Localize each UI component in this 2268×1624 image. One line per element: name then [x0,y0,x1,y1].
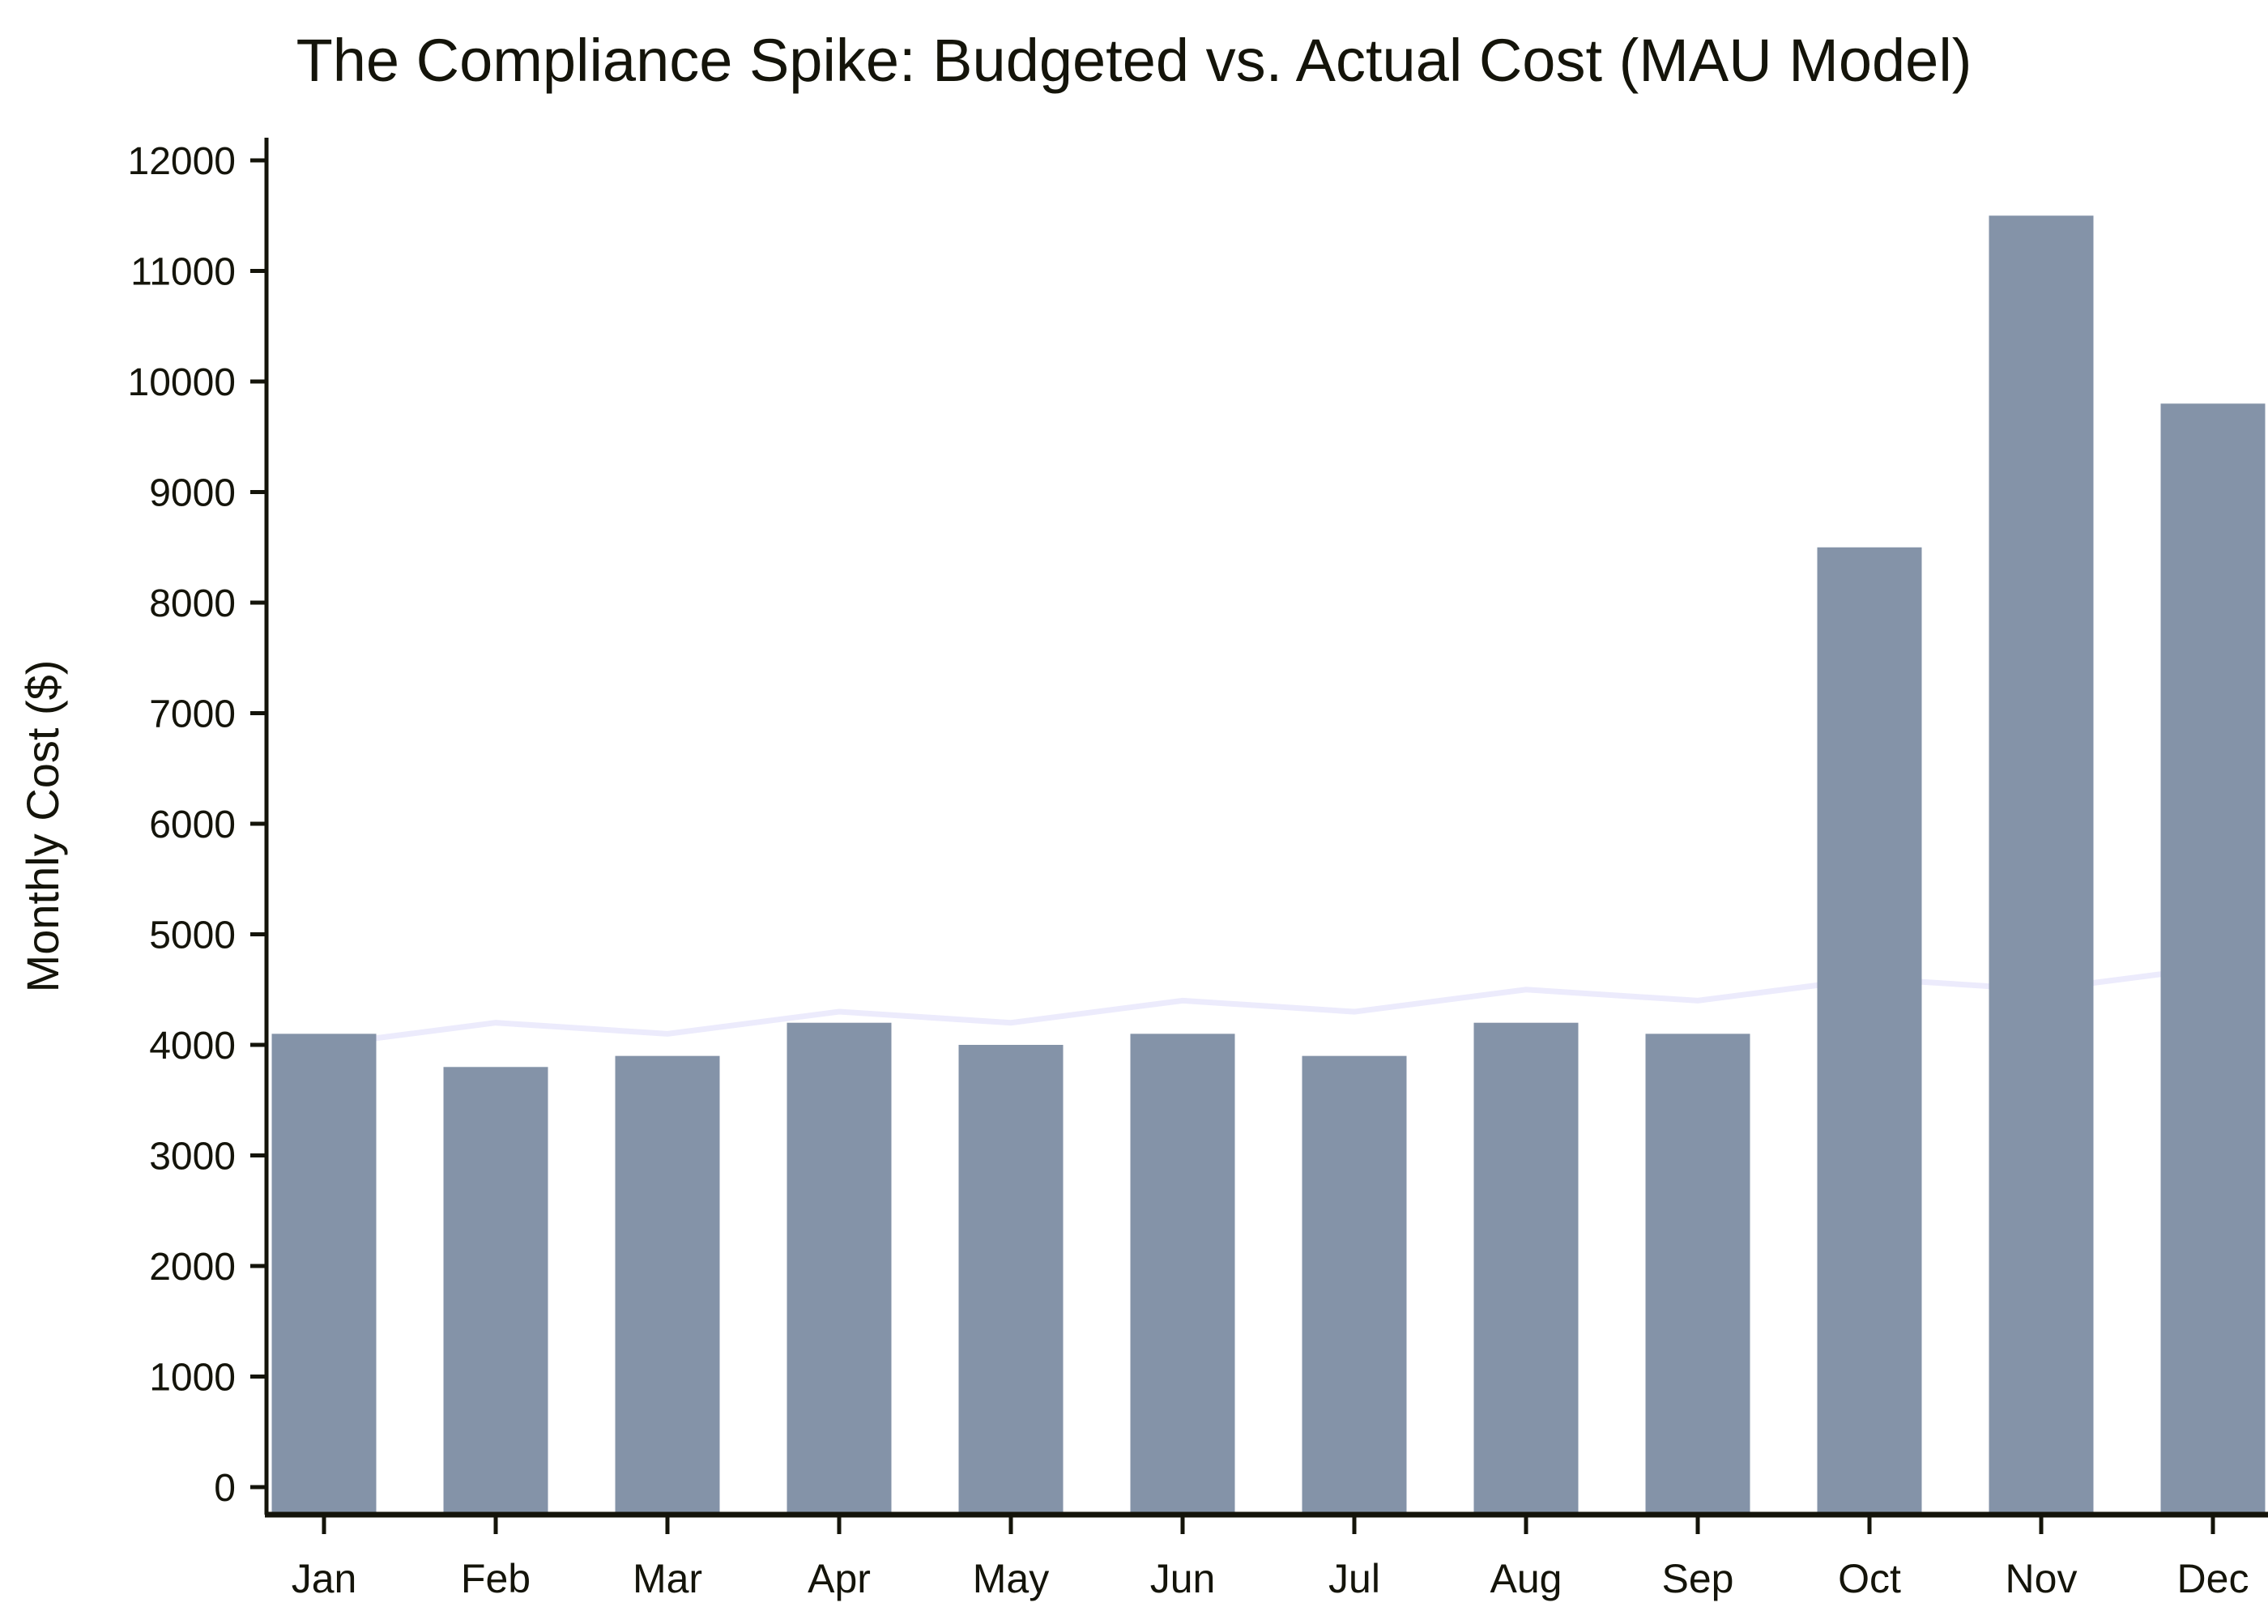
x-tick-label: Feb [461,1556,531,1601]
bar-dec [2160,403,2266,1512]
axes: 0 1000 2000 3000 4000 5000 6000 7000 8000 9000 100… [128,138,2268,1601]
y-tick-label: 2000 [149,1246,236,1289]
bar-aug [1473,1022,1579,1512]
bar-feb [443,1067,548,1512]
x-tick-label: Nov [2006,1556,2078,1601]
bar-jun [1130,1034,1235,1512]
x-tick-label: Apr [808,1556,871,1601]
budget-line-layer [323,964,2214,1048]
x-tick-label: May [973,1556,1049,1601]
x-tick-label: Mar [633,1556,702,1601]
bar-jul [1302,1055,1407,1512]
y-tick-label: 8000 [149,582,236,625]
y-tick-label: 10000 [128,361,236,404]
bar-apr [787,1022,892,1512]
budget-line [323,964,2214,1048]
y-tick-label: 4000 [149,1025,236,1068]
x-tick-label: Dec [2177,1556,2249,1601]
x-tick-label: Jul [1328,1556,1380,1601]
y-tick-label: 6000 [149,803,236,846]
x-tick-label: Jun [1150,1556,1216,1601]
y-tick-label: 1000 [149,1357,236,1400]
bar-may [958,1045,1064,1512]
bar-mar [615,1055,720,1512]
y-tick-label: 5000 [149,914,236,957]
x-tick-label: Jan [292,1556,357,1601]
y-tick-label: 12000 [128,140,236,183]
y-axis-label: Monthly Cost ($) [17,660,68,993]
x-tick-label: Sep [1662,1556,1734,1601]
y-tick-label: 0 [214,1467,236,1510]
bar-oct [1817,547,1922,1512]
y-tick-label: 3000 [149,1136,236,1179]
x-tick-label: Aug [1490,1556,1562,1601]
bar-sep [1645,1034,1750,1512]
bar-jan [271,1034,377,1512]
y-tick-label: 11000 [130,251,236,294]
chart-title: The Compliance Spike: Budgeted vs. Actua… [296,27,1972,94]
y-tick-label: 7000 [149,693,236,736]
x-tick-label: Oct [1838,1556,1901,1601]
bar-nov [1989,215,2094,1512]
y-tick-label: 9000 [149,472,236,515]
bar-layer [271,215,2266,1512]
